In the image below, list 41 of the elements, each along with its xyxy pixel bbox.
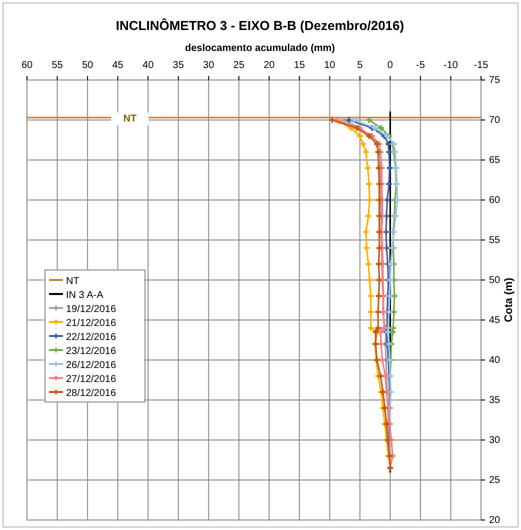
x-tick-label: -15 (474, 60, 489, 71)
x-tick-label: 10 (324, 60, 336, 71)
x-tick-label: 35 (172, 60, 184, 71)
legend-label: 22/12/2016 (66, 332, 116, 343)
x-tick-label: 5 (357, 60, 364, 71)
x-tick-label: 0 (387, 60, 394, 71)
chart-title: INCLINÔMETRO 3 - EIXO B-B (Dezembro/2016) (116, 18, 404, 33)
legend-label: 19/12/2016 (66, 304, 116, 315)
legend-label: 23/12/2016 (66, 346, 116, 357)
y-tick-label: 50 (489, 275, 501, 286)
x-tick-label: 20 (264, 60, 276, 71)
y-tick-label: 20 (489, 515, 501, 526)
legend-label: NT (66, 276, 80, 287)
y-axis-title: Cota (m) (503, 277, 515, 322)
legend-label: 27/12/2016 (66, 374, 116, 385)
x-tick-label: 30 (203, 60, 215, 71)
y-tick-label: 65 (489, 155, 501, 166)
x-axis-title: deslocamento acumulado (mm) (184, 43, 336, 54)
x-tick-label: 25 (233, 60, 245, 71)
legend-label: IN 3 A-A (66, 290, 104, 301)
y-tick-label: 55 (489, 235, 501, 246)
y-tick-label: 25 (489, 475, 501, 486)
y-tick-label: 60 (489, 195, 501, 206)
x-tick-label: 60 (21, 60, 33, 71)
x-tick-label: 50 (82, 60, 94, 71)
legend-label: 28/12/2016 (66, 388, 116, 399)
annotation: NT (123, 114, 137, 125)
x-tick-label: 40 (142, 60, 154, 71)
x-tick-label: 15 (294, 60, 306, 71)
y-tick-label: 35 (489, 395, 501, 406)
x-tick-label: 55 (52, 60, 64, 71)
y-tick-label: 75 (489, 75, 501, 86)
x-tick-label: -10 (444, 60, 458, 71)
x-tick-label: 45 (112, 60, 124, 71)
y-tick-label: 70 (489, 115, 501, 126)
y-tick-label: 45 (489, 315, 501, 326)
y-tick-label: 30 (489, 435, 501, 446)
legend-label: 26/12/2016 (66, 360, 116, 371)
legend-label: 21/12/2016 (66, 318, 116, 329)
y-tick-label: 40 (489, 355, 501, 366)
x-tick-label: -5 (416, 60, 426, 71)
